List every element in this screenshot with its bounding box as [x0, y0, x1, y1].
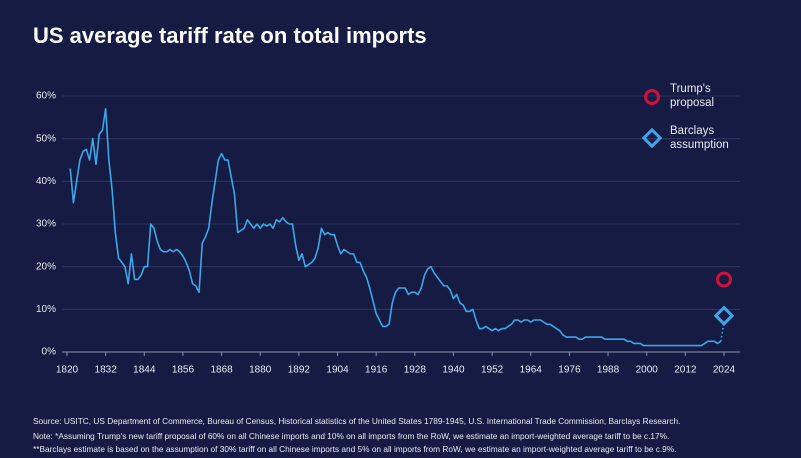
x-tick-label: 1988	[597, 365, 620, 376]
legend-symbol	[641, 127, 663, 149]
y-tick-label: 40%	[36, 176, 56, 187]
x-tick-label: 1844	[133, 365, 156, 376]
source: Source: USITC, US Department of Commerce…	[33, 416, 680, 426]
x-tick-label: 1868	[210, 365, 233, 376]
y-tick-label: 30%	[36, 219, 56, 230]
chart-title: US average tariff rate on total imports	[33, 23, 427, 48]
x-tick-label: 2024	[713, 365, 736, 376]
x-tick-label: 1880	[249, 365, 272, 376]
x-tick-label: 1964	[520, 365, 543, 376]
x-tick-label: 2000	[636, 365, 659, 376]
y-tick-label: 60%	[36, 91, 56, 102]
legend-label: Trump's proposal	[670, 83, 715, 109]
x-tick-label: 2012	[674, 365, 697, 376]
marker	[713, 305, 735, 326]
connector	[719, 322, 725, 342]
x-tick-label: 1832	[95, 365, 118, 376]
x-tick-label: 1952	[481, 365, 504, 376]
y-tick-label: 10%	[36, 304, 56, 315]
legend-label: Barclays assumption	[670, 125, 729, 151]
note: Note: *Assuming Trump's new tariff propo…	[33, 431, 669, 441]
y-tick-label: 20%	[36, 261, 56, 272]
x-tick-label: 1904	[326, 365, 349, 376]
note: **Barclays estimate is based on the assu…	[33, 444, 676, 454]
data-line	[69, 108, 722, 347]
x-tick-label: 1976	[558, 365, 581, 376]
x-tick-label: 1892	[288, 365, 311, 376]
y-tick-label: 0%	[42, 347, 57, 358]
marker	[716, 271, 732, 288]
x-tick-label: 1856	[172, 365, 195, 376]
x-tick-label: 1820	[56, 365, 79, 376]
legend-symbol	[644, 89, 660, 105]
x-tick-label: 1928	[404, 365, 427, 376]
x-tick-label: 1916	[365, 365, 388, 376]
x-tick-label: 1940	[442, 365, 465, 376]
y-tick-label: 50%	[36, 133, 56, 144]
